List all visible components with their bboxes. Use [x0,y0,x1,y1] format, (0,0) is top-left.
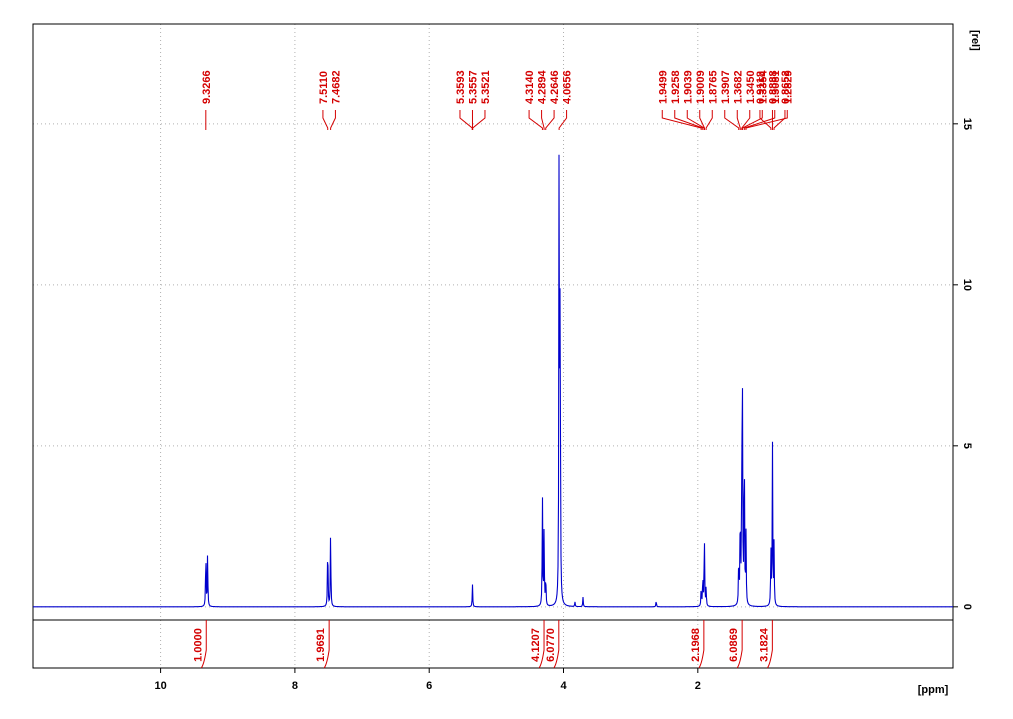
integral-value-label: 1.0000 [192,628,204,662]
peak-label-text: 1.9009 [695,70,707,104]
peak-label-connector [558,110,568,130]
integral-curve [736,620,743,669]
peak-label-connector [705,110,713,130]
peak-label-text: 5.3521 [480,70,492,104]
peak-label-connector [661,110,702,130]
integral-value-label: 2.1968 [690,628,702,662]
spectrum-line [33,154,953,608]
peak-label-connector [528,110,543,130]
peak-label-text: 0.9118 [755,71,767,104]
integral-value-label: 6.0770 [545,628,557,662]
integral-curve [323,620,330,669]
peak-label-text: 0.8652 [780,70,792,104]
integral-value-label: 1.9691 [315,628,327,662]
peak-label-connector [541,110,545,130]
peak-label-connector [759,110,772,130]
peak-label-connector [743,110,776,130]
peak-label-connector [736,110,741,130]
peak-label-text: 1.3682 [732,70,744,104]
peak-label-text: 7.5110 [318,71,330,104]
y-tick-label: 5 [961,443,973,449]
y-tick-label: 10 [961,279,973,291]
y-axis-unit-label: [rel] [969,30,981,51]
integral-curve [766,620,773,669]
peak-label-text: 4.3140 [524,70,536,104]
peak-label-text: 1.3907 [720,70,732,104]
plot-border [32,23,954,669]
peak-label-text: 4.2646 [549,70,561,104]
peak-label-text: 1.2829 [782,70,794,104]
spectrum-series [33,154,953,608]
peak-label-connector [745,110,788,130]
integral-curve [538,620,545,669]
peak-label-text: 1.9258 [670,70,682,104]
peak-label-connector [724,110,740,130]
peak-label-text: 1.9039 [682,70,694,104]
peak-labels: 9.3266 7.5110 7.4682 5.3593 5.3557 5.3521 4.31… [201,69,794,130]
peak-label-text: 1.9499 [657,70,669,104]
peak-label-connector [330,110,336,130]
peak-label-connector [322,110,329,130]
peak-label-connector [741,110,751,130]
peak-label-text: 9.3266 [201,70,213,104]
peak-label-text: 5.3593 [455,70,467,104]
x-tick-label: 2 [695,680,701,692]
plot-frame [32,23,954,669]
axis-ticks: 10 8 6 4 2 0 5 10 15 [154,118,973,692]
integral-labels: 1.0000 1.9691 4.1207 6.0770 2.1968 6.0869 3.18… [192,620,773,669]
peak-label-connector [773,110,786,130]
x-tick-label: 4 [560,680,567,692]
peak-label-connector [699,110,705,130]
peak-label-text: 4.2894 [537,69,549,104]
peak-label-text: 4.0656 [562,70,574,104]
x-tick-label: 10 [154,680,166,692]
peak-label-text: 7.4682 [330,70,342,104]
integral-value-label: 6.0869 [728,628,740,662]
peak-label-text: 1.3081 [770,70,782,104]
x-axis-unit-label: [ppm] [918,684,949,696]
peak-label-connector [674,110,704,130]
peak-label-connector [459,110,473,130]
integral-value-label: 3.1824 [758,627,770,662]
x-tick-label: 8 [292,680,298,692]
x-tick-label: 6 [426,680,432,692]
integral-curve [698,620,705,669]
y-tick-label: 0 [961,604,973,610]
peak-label-connector [741,110,763,130]
peak-label-connector [472,110,486,130]
peak-label-text: 1.8765 [707,70,719,104]
integral-curve [553,620,560,669]
grid-lines [33,24,953,668]
peak-label-text: 1.3354 [757,69,769,104]
integral-value-label: 4.1207 [530,628,542,662]
y-tick-label: 15 [961,118,973,130]
peak-label-text: 0.8888 [767,70,779,104]
peak-label-connector [545,110,555,130]
integral-curve [200,620,207,669]
peak-label-text: 5.3557 [467,70,479,104]
peak-label-text: 1.3450 [745,70,757,104]
